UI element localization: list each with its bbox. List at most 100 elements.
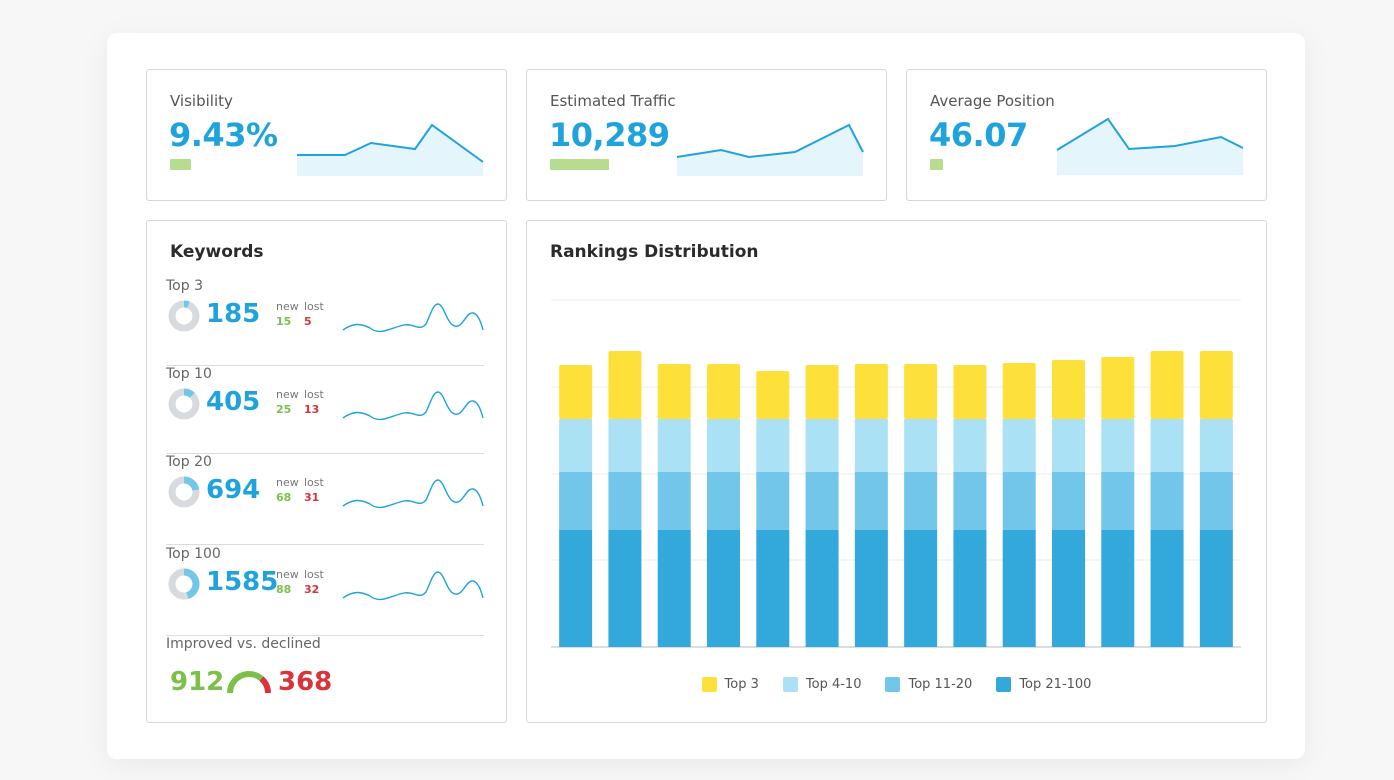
visibility-sparkline	[297, 123, 484, 176]
bar-top21-100[interactable]	[559, 530, 593, 647]
bar-top4-10[interactable]	[1199, 419, 1233, 472]
improved-declined-gauge-icon	[227, 671, 271, 694]
bar-top11-20[interactable]	[805, 472, 839, 530]
row-value: 694	[206, 475, 261, 505]
bar-top4-10[interactable]	[1150, 419, 1184, 472]
estimated-traffic-card[interactable]: Estimated Traffic 10,289	[526, 69, 887, 201]
bar-top3[interactable]	[1150, 351, 1184, 419]
share-donut	[168, 476, 200, 508]
bar-top11-20[interactable]	[608, 472, 642, 530]
bar-top11-20[interactable]	[657, 472, 691, 530]
bar-top3[interactable]	[1002, 363, 1036, 419]
bar-top11-20[interactable]	[707, 472, 740, 530]
bar-top3[interactable]	[608, 351, 642, 419]
bar-top11-20[interactable]	[953, 472, 987, 530]
bar-top21-100[interactable]	[904, 530, 938, 647]
average-position-card[interactable]: Average Position 46.07	[906, 69, 1267, 201]
bar-top21-100[interactable]	[1002, 530, 1036, 647]
bar-top3[interactable]	[1052, 360, 1085, 419]
bar-top11-20[interactable]	[1199, 472, 1233, 530]
bar-top4-10[interactable]	[657, 419, 691, 472]
bar-top11-20[interactable]	[559, 472, 593, 530]
new-count: 25	[276, 403, 292, 416]
bar-top4-10[interactable]	[854, 419, 888, 472]
bar-top21-100[interactable]	[707, 530, 740, 647]
keyword-row-top100[interactable]: Top 100 1585 new lost 88 32	[166, 546, 484, 636]
bar-top3[interactable]	[904, 364, 938, 419]
legend-item-top4-10[interactable]: Top 4-10	[782, 677, 862, 692]
new-count: 15	[276, 315, 292, 328]
bar-top21-100[interactable]	[805, 530, 839, 647]
chart-legend: Top 3 Top 4-10 Top 11-20 Top 21-100	[527, 677, 1266, 692]
dashboard-frame: Visibility 9.43% Estimated Traffic 10,28…	[107, 33, 1305, 759]
bar-top21-100[interactable]	[1101, 530, 1135, 647]
visibility-card[interactable]: Visibility 9.43%	[146, 69, 507, 201]
donut-share	[168, 476, 200, 508]
bar-top4-10[interactable]	[707, 419, 740, 472]
bar-top11-20[interactable]	[756, 472, 790, 530]
bar-top4-10[interactable]	[756, 419, 790, 472]
lost-count: 32	[304, 583, 320, 596]
bar-top21-100[interactable]	[854, 530, 888, 647]
legend-item-top21-100[interactable]: Top 21-100	[996, 677, 1091, 692]
keyword-row-top10[interactable]: Top 10 405 new lost 25 13	[166, 366, 484, 454]
keywords-card: Keywords Top 3 185 new lost 15 5 Top 10 …	[146, 220, 507, 723]
bar-top11-20[interactable]	[1101, 472, 1135, 530]
bar-top21-100[interactable]	[608, 530, 642, 647]
keyword-row-top3[interactable]: Top 3 185 new lost 15 5	[166, 278, 484, 366]
bar-top11-20[interactable]	[1002, 472, 1036, 530]
legend-item-top3[interactable]: Top 3	[701, 677, 759, 692]
bar-top4-10[interactable]	[559, 419, 593, 472]
bar-top4-10[interactable]	[904, 419, 938, 472]
lost-count: 31	[304, 491, 320, 504]
keyword-row-top20[interactable]: Top 20 694 new lost 68 31	[166, 454, 484, 545]
legend-label: Top 4-10	[805, 677, 862, 692]
bar-top4-10[interactable]	[953, 419, 987, 472]
share-donut	[168, 568, 200, 600]
bar-top21-100[interactable]	[1052, 530, 1085, 647]
bar-top21-100[interactable]	[657, 530, 691, 647]
row-value: 405	[206, 387, 261, 417]
bar-top3[interactable]	[707, 364, 740, 419]
bar-top3[interactable]	[805, 365, 839, 419]
donut-share	[168, 388, 200, 420]
bar-top3[interactable]	[953, 365, 987, 419]
metric-label: Average Position	[930, 92, 1055, 110]
row-divider	[166, 544, 484, 545]
bar-top21-100[interactable]	[1150, 530, 1184, 647]
legend-item-top11-20[interactable]: Top 11-20	[885, 677, 972, 692]
donut-track	[168, 388, 200, 420]
bar-top4-10[interactable]	[608, 419, 642, 472]
improved-count: 912	[170, 667, 225, 697]
bar-top4-10[interactable]	[1002, 419, 1036, 472]
new-label: new	[276, 568, 299, 581]
bar-top21-100[interactable]	[953, 530, 987, 647]
rankings-chart	[551, 299, 1241, 648]
row-value: 1585	[206, 567, 279, 597]
bar-top21-100[interactable]	[1199, 530, 1233, 647]
donut-share	[168, 300, 200, 332]
new-label: new	[276, 476, 299, 489]
bar-top11-20[interactable]	[854, 472, 888, 530]
row-divider	[166, 365, 484, 366]
bar-top3[interactable]	[854, 364, 888, 419]
bar-top11-20[interactable]	[1150, 472, 1184, 530]
row-value: 185	[206, 299, 261, 329]
lost-label: lost	[304, 388, 324, 401]
bar-top21-100[interactable]	[756, 530, 790, 647]
bar-top3[interactable]	[657, 364, 691, 419]
bar-top4-10[interactable]	[1052, 419, 1085, 472]
bar-top4-10[interactable]	[1101, 419, 1135, 472]
bar-top3[interactable]	[559, 365, 593, 419]
rankings-title: Rankings Distribution	[550, 242, 759, 262]
bar-top11-20[interactable]	[1052, 472, 1085, 530]
metric-value: 10,289	[549, 116, 670, 154]
metric-change-bar	[550, 159, 609, 170]
legend-label: Top 21-100	[1019, 677, 1092, 692]
bar-top3[interactable]	[1101, 357, 1135, 419]
bar-top11-20[interactable]	[904, 472, 938, 530]
lost-label: lost	[304, 300, 324, 313]
bar-top4-10[interactable]	[805, 419, 839, 472]
bar-top3[interactable]	[756, 371, 790, 419]
bar-top3[interactable]	[1199, 351, 1233, 419]
